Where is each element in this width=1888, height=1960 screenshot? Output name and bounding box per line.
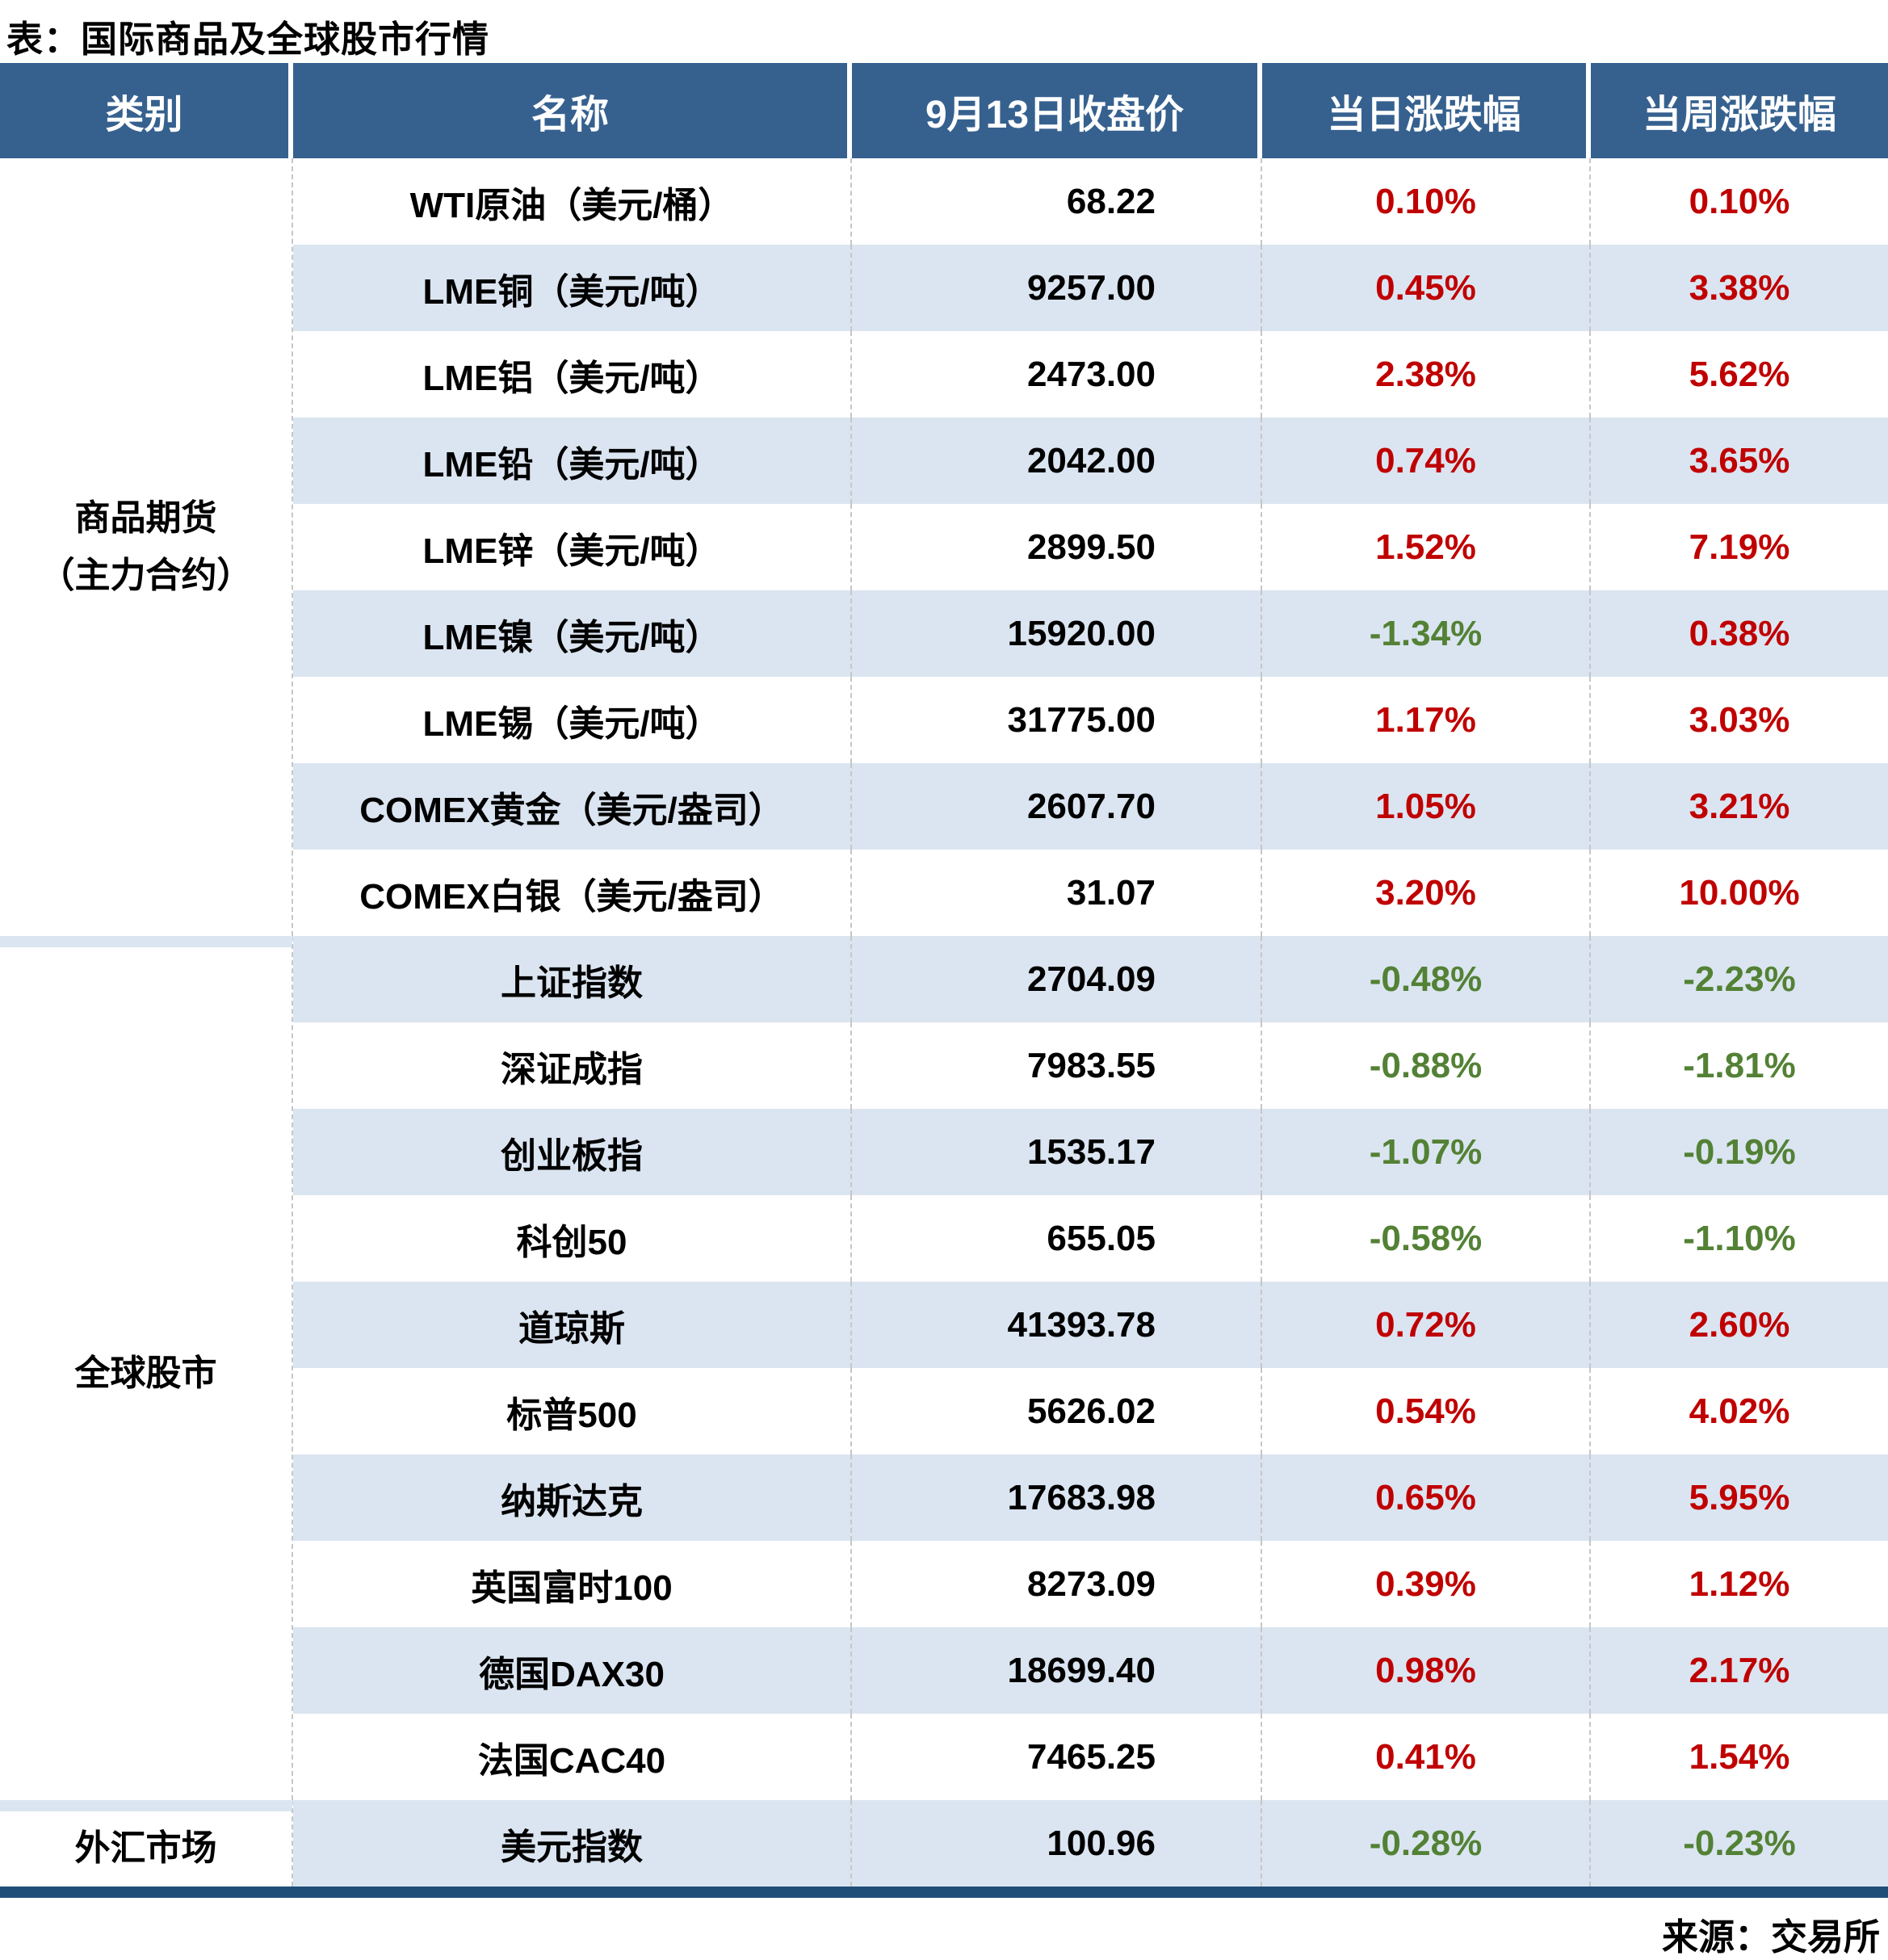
name-cell: 深证成指 [293,1022,852,1109]
week-change-cell: -0.19% [1591,1109,1888,1195]
name-cell: 纳斯达克 [293,1454,852,1541]
close-price-cell: 31775.00 [852,677,1262,763]
close-price-cell: 100.96 [852,1800,1262,1887]
week-change-cell: 2.60% [1591,1282,1888,1368]
quotes-table: 类别 名称 9月13日收盘价 当日涨跌幅 当周涨跌幅 商品期货 （主力合约） WT… [0,63,1888,1898]
week-change-cell: 0.10% [1591,158,1888,245]
day-change-cell: -1.34% [1262,590,1591,677]
name-cell: 科创50 [293,1195,852,1282]
week-change-cell: 5.62% [1591,331,1888,418]
close-price-cell: 2042.00 [852,418,1262,504]
day-change-cell: 0.41% [1262,1714,1591,1800]
name-cell: LME镍（美元/吨） [293,590,852,677]
category-cell: 商品期货 （主力合约） [0,158,293,936]
close-price-cell: 41393.78 [852,1282,1262,1368]
day-change-cell: 0.72% [1262,1282,1591,1368]
name-cell: COMEX黄金（美元/盎司） [293,763,852,850]
day-change-cell: 0.74% [1262,418,1591,504]
week-change-cell: 7.19% [1591,504,1888,590]
name-cell: LME铅（美元/吨） [293,418,852,504]
close-price-cell: 7983.55 [852,1022,1262,1109]
name-cell: 道琼斯 [293,1282,852,1368]
header-week-change: 当周涨跌幅 [1591,63,1888,158]
day-change-cell: 0.98% [1262,1627,1591,1714]
name-cell: 标普500 [293,1368,852,1454]
close-price-cell: 2899.50 [852,504,1262,590]
week-change-cell: 2.17% [1591,1627,1888,1714]
close-price-cell: 8273.09 [852,1541,1262,1627]
week-change-cell: 4.02% [1591,1368,1888,1454]
close-price-cell: 2607.70 [852,763,1262,850]
week-change-cell: 1.12% [1591,1541,1888,1627]
day-change-cell: -0.28% [1262,1800,1591,1887]
header-day-change: 当日涨跌幅 [1262,63,1591,158]
close-price-cell: 7465.25 [852,1714,1262,1800]
close-price-cell: 5626.02 [852,1368,1262,1454]
source-note: 来源：交易所 [1661,1916,1880,1958]
name-cell: 法国CAC40 [293,1714,852,1800]
page-title: 表：国际商品及全球股市行情 [6,19,490,60]
close-price-cell: 9257.00 [852,245,1262,331]
name-cell: 美元指数 [293,1800,852,1887]
week-change-cell: 3.03% [1591,677,1888,763]
name-cell: WTI原油（美元/桶） [293,158,852,245]
day-change-cell: -0.88% [1262,1022,1591,1109]
category-cell: 外汇市场 [0,1800,293,1887]
name-cell: LME锌（美元/吨） [293,504,852,590]
day-change-cell: 0.10% [1262,158,1591,245]
day-change-cell: 1.17% [1262,677,1591,763]
close-price-cell: 1535.17 [852,1109,1262,1195]
week-change-cell: 3.38% [1591,245,1888,331]
week-change-cell: -1.10% [1591,1195,1888,1282]
close-price-cell: 15920.00 [852,590,1262,677]
name-cell: 创业板指 [293,1109,852,1195]
week-change-cell: 3.65% [1591,418,1888,504]
category-cell: 全球股市 [0,936,293,1800]
week-change-cell: 1.54% [1591,1714,1888,1800]
week-change-cell: 10.00% [1591,850,1888,936]
name-cell: 上证指数 [293,936,852,1022]
header-name: 名称 [293,63,852,158]
close-price-cell: 2704.09 [852,936,1262,1022]
name-cell: LME锡（美元/吨） [293,677,852,763]
week-change-cell: 3.21% [1591,763,1888,850]
name-cell: LME铜（美元/吨） [293,245,852,331]
day-change-cell: 3.20% [1262,850,1591,936]
day-change-cell: -1.07% [1262,1109,1591,1195]
header-category: 类别 [0,63,293,158]
week-change-cell: -0.23% [1591,1800,1888,1887]
day-change-cell: 0.39% [1262,1541,1591,1627]
day-change-cell: 0.65% [1262,1454,1591,1541]
week-change-cell: -1.81% [1591,1022,1888,1109]
day-change-cell: 1.05% [1262,763,1591,850]
week-change-cell: 5.95% [1591,1454,1888,1541]
day-change-cell: -0.58% [1262,1195,1591,1282]
day-change-cell: -0.48% [1262,936,1591,1022]
close-price-cell: 2473.00 [852,331,1262,418]
name-cell: 英国富时100 [293,1541,852,1627]
day-change-cell: 2.38% [1262,331,1591,418]
name-cell: 德国DAX30 [293,1627,852,1714]
close-price-cell: 18699.40 [852,1627,1262,1714]
week-change-cell: -2.23% [1591,936,1888,1022]
close-price-cell: 68.22 [852,158,1262,245]
week-change-cell: 0.38% [1591,590,1888,677]
close-price-cell: 17683.98 [852,1454,1262,1541]
name-cell: LME铝（美元/吨） [293,331,852,418]
name-cell: COMEX白银（美元/盎司） [293,850,852,936]
close-price-cell: 31.07 [852,850,1262,936]
close-price-cell: 655.05 [852,1195,1262,1282]
header-close-price: 9月13日收盘价 [852,63,1262,158]
day-change-cell: 0.54% [1262,1368,1591,1454]
day-change-cell: 0.45% [1262,245,1591,331]
day-change-cell: 1.52% [1262,504,1591,590]
